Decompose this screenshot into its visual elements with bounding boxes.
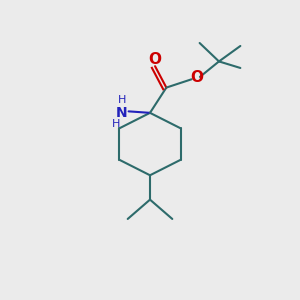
Text: O: O	[148, 52, 162, 67]
Text: H: H	[118, 95, 126, 105]
Text: H: H	[112, 119, 120, 129]
Text: N: N	[116, 106, 128, 120]
Text: O: O	[190, 70, 203, 85]
